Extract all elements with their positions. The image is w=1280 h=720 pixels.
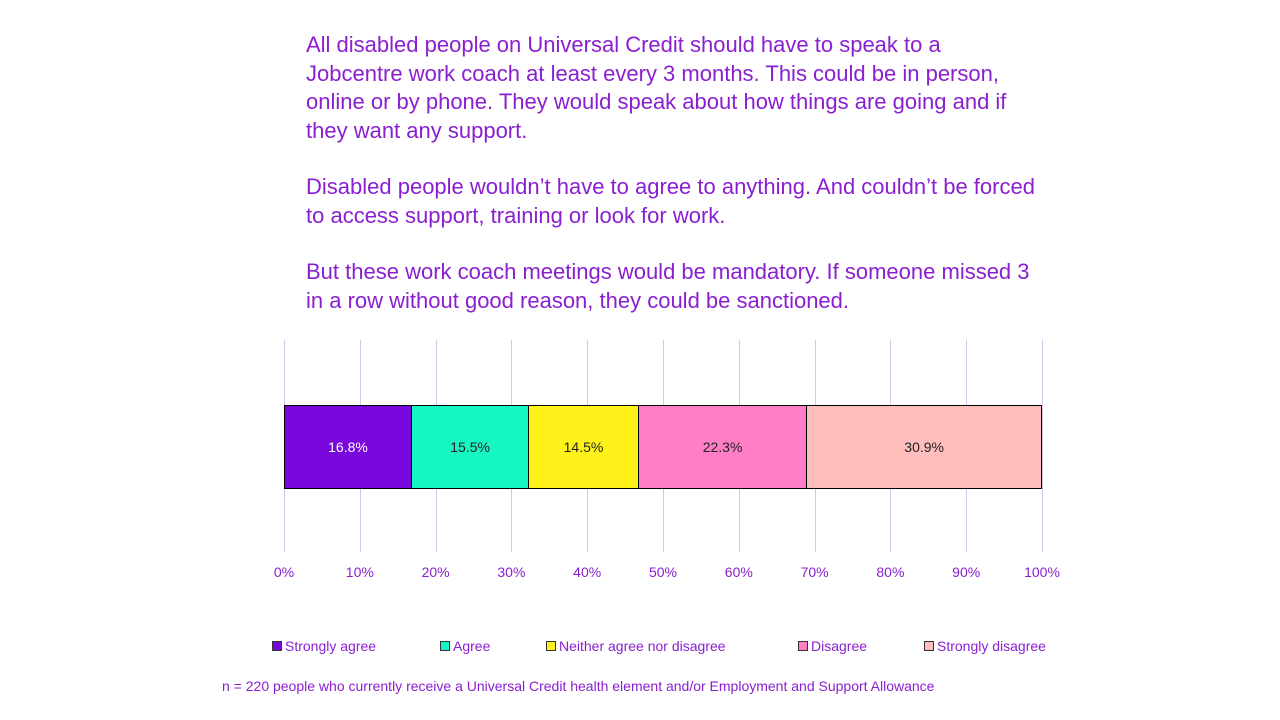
x-tick-label: 0% — [273, 564, 295, 580]
x-tick-label: 20% — [421, 564, 450, 580]
chart-plot-area: 16.8% 15.5% 14.5% 22.3% 30.9% — [284, 340, 1043, 552]
x-tick-label: 10% — [345, 564, 374, 580]
sample-size-note: n = 220 people who currently receive a U… — [222, 678, 935, 694]
x-tick-label: 60% — [724, 564, 753, 580]
intro-paragraph-1: All disabled people on Universal Credit … — [306, 32, 1007, 143]
legend-item: Agree — [440, 638, 490, 654]
legend-item: Neither agree nor disagree — [546, 638, 726, 654]
legend-swatch-icon — [798, 641, 808, 651]
legend-label: Neither agree nor disagree — [559, 638, 726, 654]
gridline — [1042, 340, 1043, 552]
chart-legend: Strongly agree Agree Neither agree nor dis… — [0, 638, 1280, 658]
bar-segment: 15.5% — [412, 406, 530, 488]
bar-segment: 14.5% — [529, 406, 639, 488]
bar-segment: 30.9% — [807, 406, 1041, 488]
x-tick-label: 30% — [497, 564, 526, 580]
x-tick-label: 40% — [573, 564, 602, 580]
legend-label: Disagree — [811, 638, 868, 654]
legend-label: Strongly disagree — [937, 638, 1046, 654]
legend-swatch-icon — [272, 641, 282, 651]
legend-item: Strongly agree — [272, 638, 376, 654]
x-tick-label: 50% — [648, 564, 678, 580]
legend-swatch-icon — [924, 641, 934, 651]
x-tick-label: 70% — [800, 564, 829, 580]
x-tick-label: 80% — [876, 564, 905, 580]
x-tick-label: 100% — [1024, 564, 1060, 580]
legend-label: Strongly agree — [285, 638, 377, 654]
bar-segment: 16.8% — [285, 406, 412, 488]
stacked-bar: 16.8% 15.5% 14.5% 22.3% 30.9% — [284, 405, 1042, 489]
intro-paragraph-2: Disabled people wouldn’t have to agree t… — [306, 174, 1035, 228]
legend-swatch-icon — [440, 641, 450, 651]
x-tick-label: 90% — [952, 564, 981, 580]
bar-segment: 22.3% — [638, 406, 808, 488]
legend-item: Disagree — [798, 638, 867, 654]
legend-swatch-icon — [546, 641, 556, 651]
legend-label: Agree — [453, 638, 491, 654]
legend-item: Strongly disagree — [924, 638, 1046, 654]
intro-paragraph-3: But these work coach meetings would be m… — [306, 259, 1030, 313]
